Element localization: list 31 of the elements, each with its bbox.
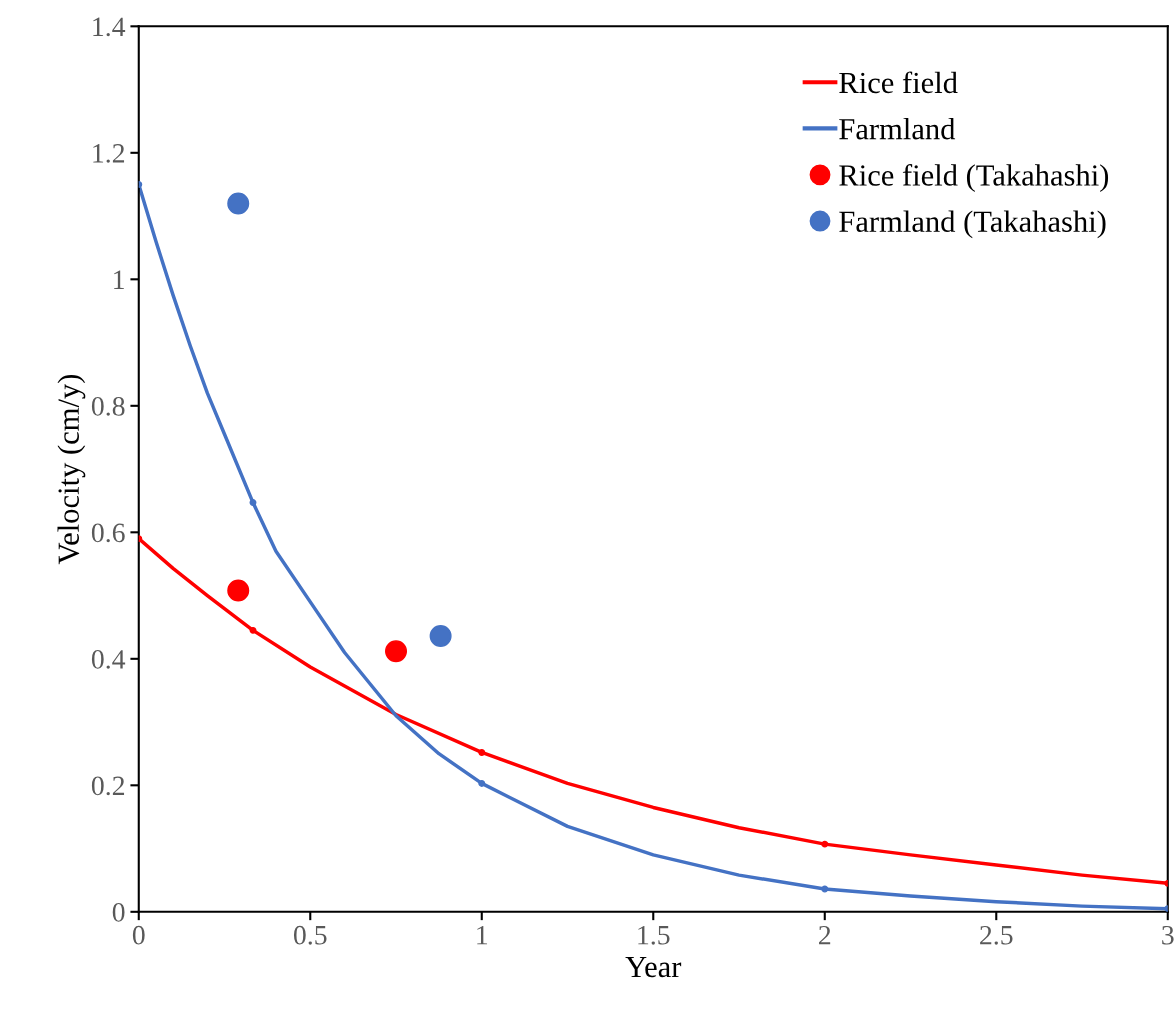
x-tick-label: 0 xyxy=(132,925,145,945)
legend-label: Rice field xyxy=(839,71,958,94)
y-tick-label: 0.8 xyxy=(91,396,125,416)
point xyxy=(227,192,250,215)
x-tick-label: 0.5 xyxy=(293,925,327,945)
point xyxy=(478,748,486,756)
x-axis-title: Year xyxy=(625,956,682,978)
x-tick-label: 2.5 xyxy=(980,925,1013,945)
y-tick-label: 0.4 xyxy=(91,649,126,669)
legend-label: Farmland (Takahashi) xyxy=(839,210,1106,239)
legend-label: Rice field (Takahashi) xyxy=(839,163,1109,192)
y-tick-label: 1 xyxy=(114,270,124,289)
y-tick-label: 0.6 xyxy=(91,523,125,543)
y-tick-label: 0 xyxy=(112,902,125,922)
y-axis-title: Velocity (cm/y) xyxy=(57,374,86,565)
legend-label: Farmland xyxy=(839,117,956,140)
x-tick-label: 1.5 xyxy=(638,925,670,945)
point xyxy=(821,840,829,848)
point xyxy=(227,579,250,602)
x-tick-label: 3 xyxy=(1162,925,1174,945)
point xyxy=(821,885,829,893)
y-tick-label: 0.2 xyxy=(91,776,125,796)
x-tick-label: 1 xyxy=(477,925,488,945)
x-tick-label: 2 xyxy=(819,925,831,945)
point xyxy=(478,779,486,787)
y-tick-label: 1.4 xyxy=(93,17,126,37)
y-tick-label: 1.2 xyxy=(93,144,125,163)
point xyxy=(249,626,257,634)
point xyxy=(429,625,452,648)
point xyxy=(249,499,257,507)
point xyxy=(385,640,408,663)
